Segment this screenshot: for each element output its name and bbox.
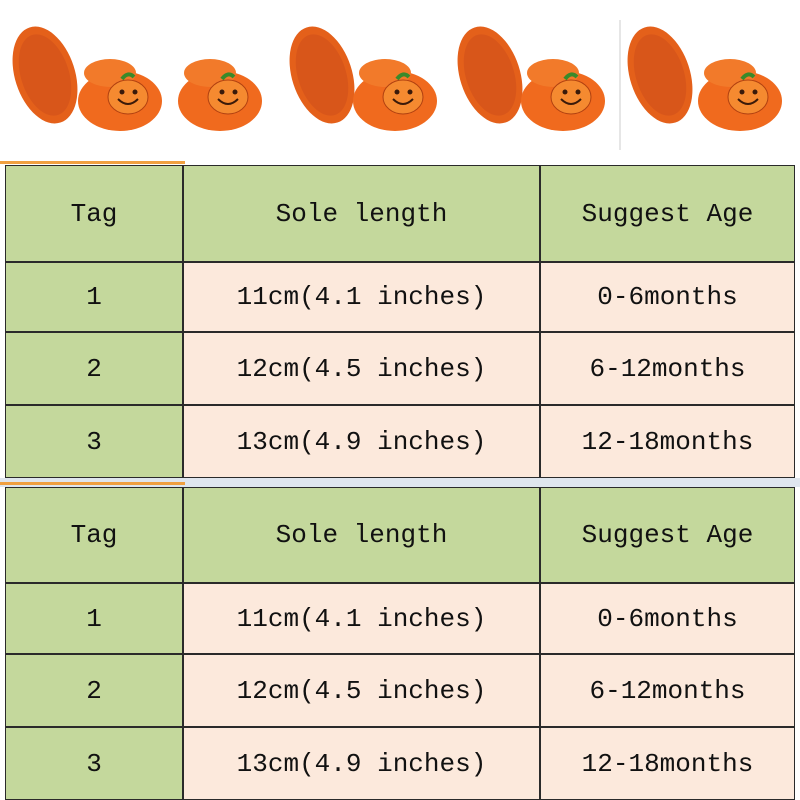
table-cell: 6-12months [540,332,795,405]
table-cell: 6-12months [540,654,795,727]
header-cell: Suggest Age [540,487,795,583]
table-cell: 13cm(4.9 inches) [183,727,540,800]
table-cell: 12-18months [540,727,795,800]
accent-line [0,161,185,164]
header-cell: Tag [5,487,183,583]
separator [0,478,800,487]
table-cell: 2 [5,332,183,405]
table-cell: 13cm(4.9 inches) [183,405,540,478]
table-cell: 0-6months [540,583,795,654]
product-photos [1,18,784,150]
header-cell: Suggest Age [540,165,795,262]
header-cell: Sole length [183,165,540,262]
table-cell: 12-18months [540,405,795,478]
table-cell: 12cm(4.5 inches) [183,332,540,405]
table-cell: 11cm(4.1 inches) [183,583,540,654]
accent-line [0,482,185,485]
table-cell: 12cm(4.5 inches) [183,654,540,727]
table-cell: 3 [5,727,183,800]
table-cell: 11cm(4.1 inches) [183,262,540,332]
table-cell: 3 [5,405,183,478]
header-cell: Sole length [183,487,540,583]
header-cell: Tag [5,165,183,262]
table-cell: 1 [5,262,183,332]
table-cell: 1 [5,583,183,654]
table-cell: 2 [5,654,183,727]
table-cell: 0-6months [540,262,795,332]
